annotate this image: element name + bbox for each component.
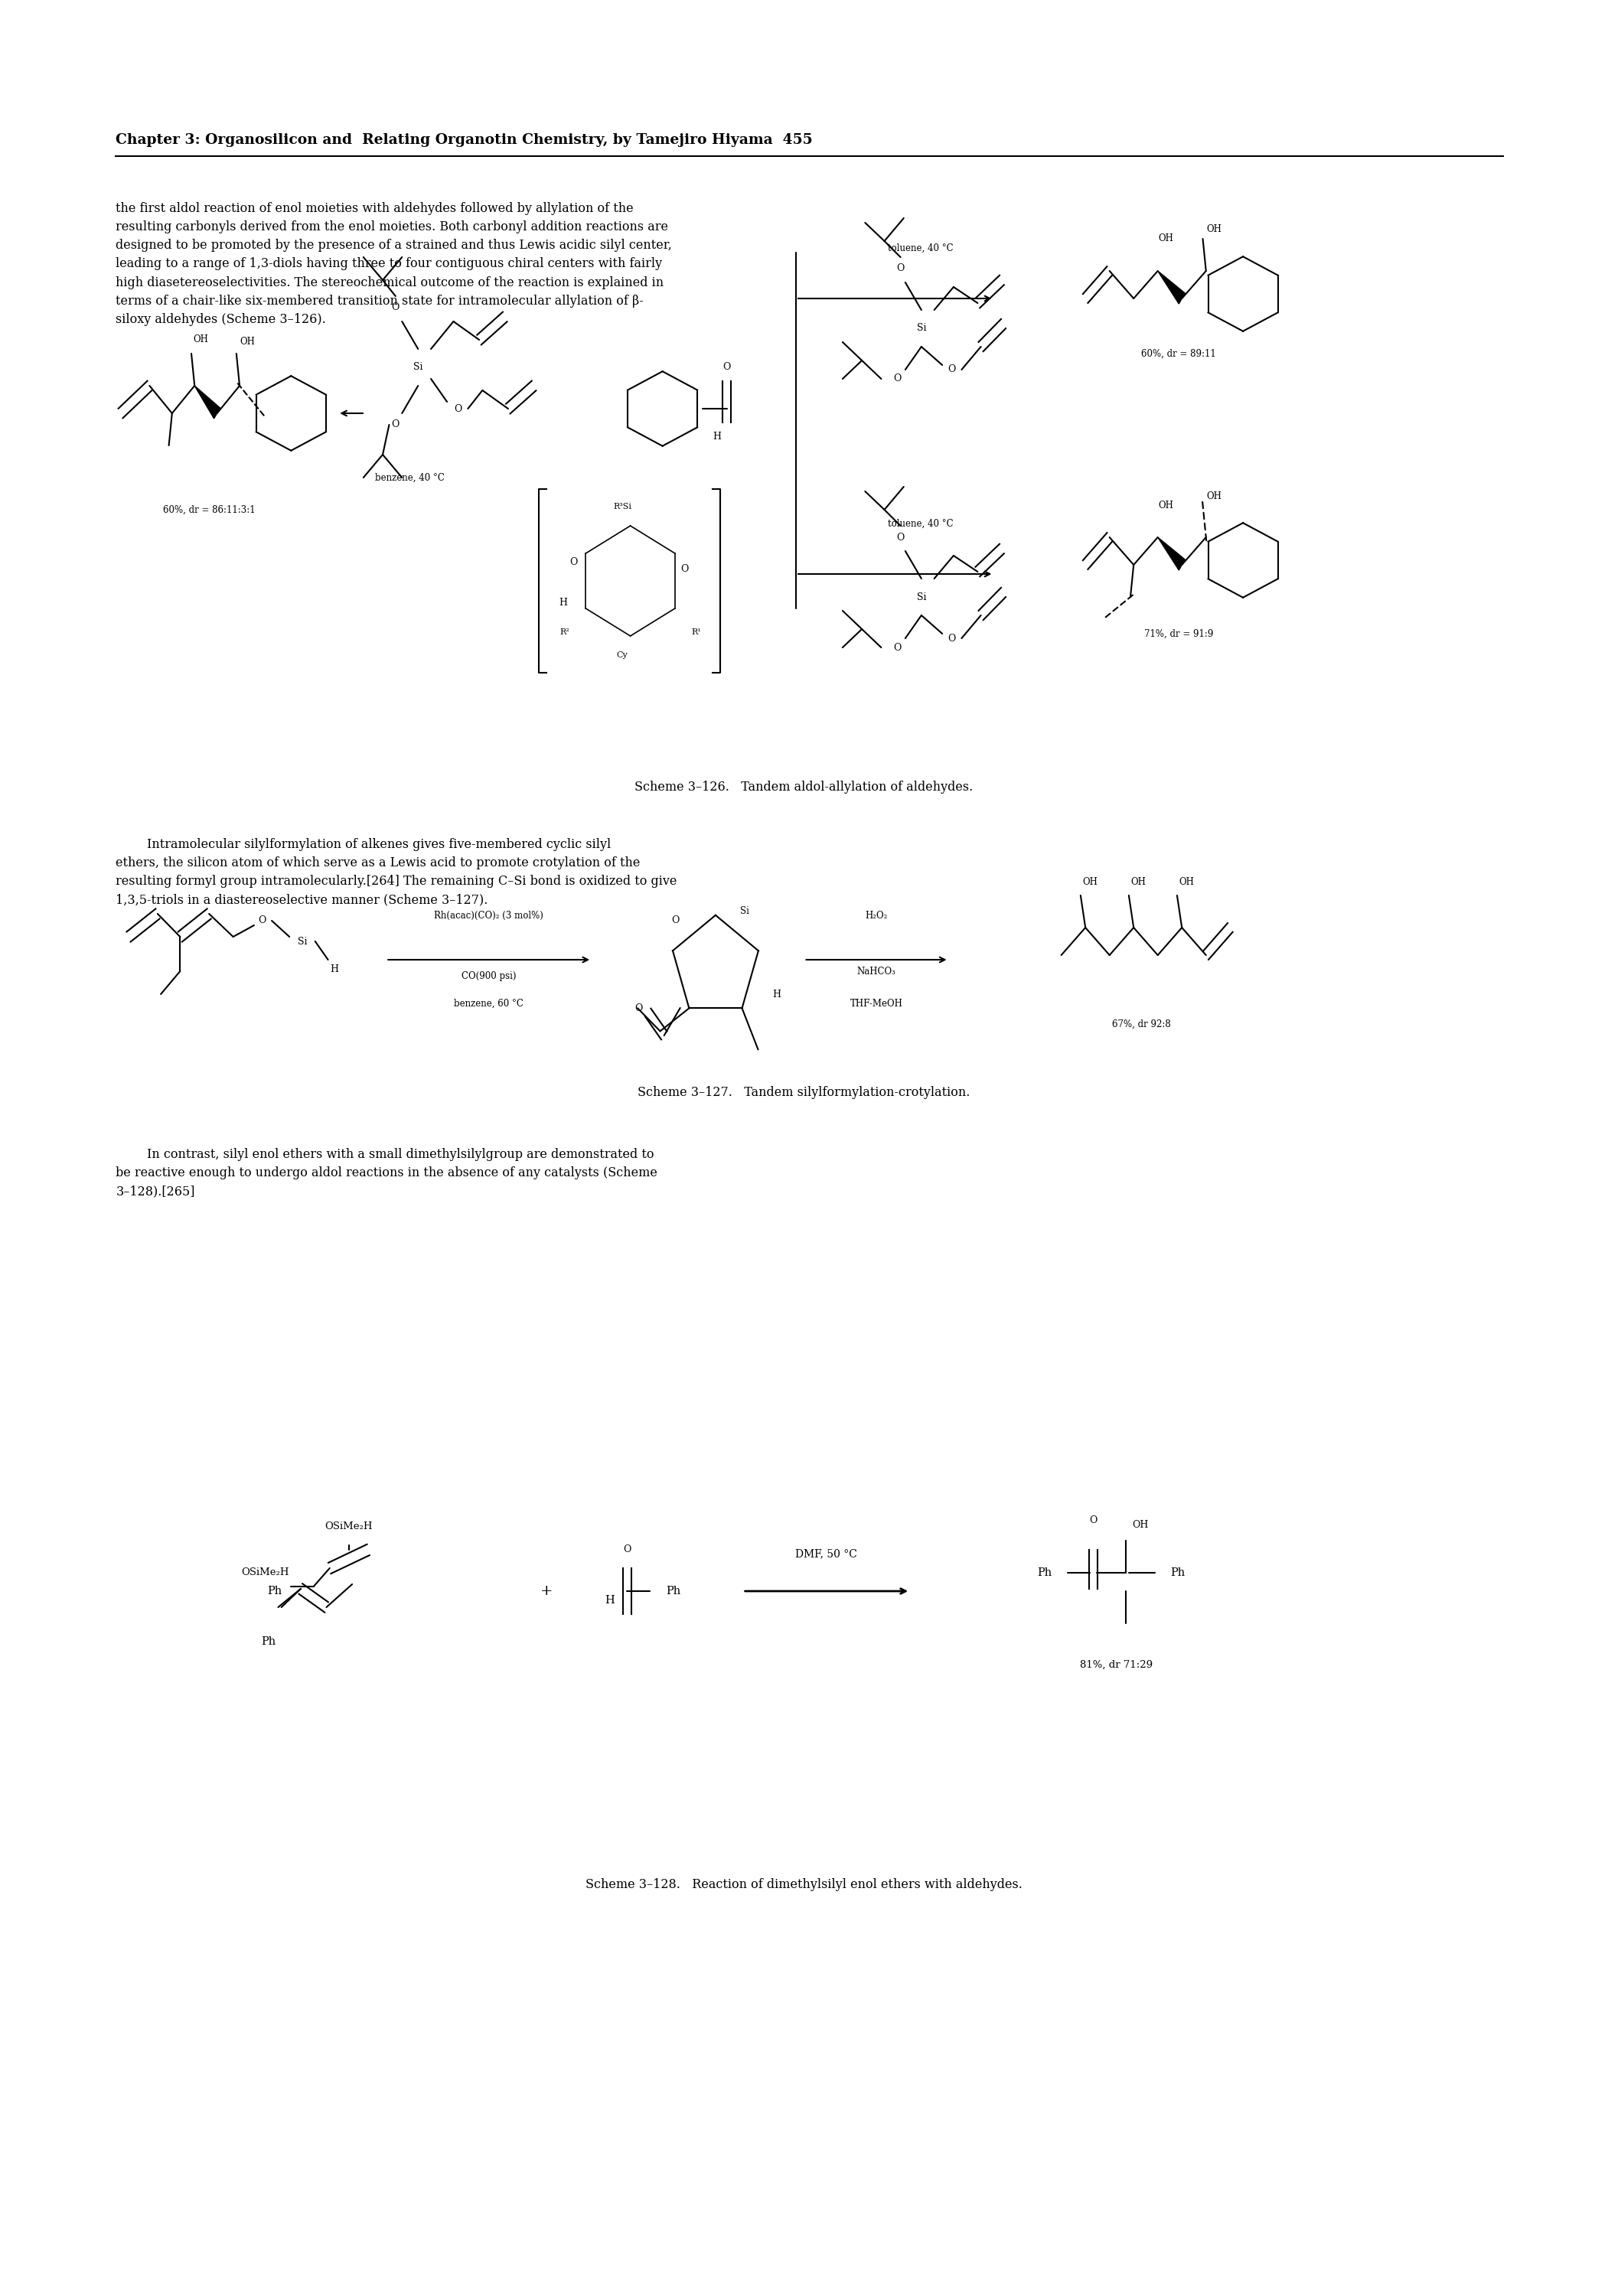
- Text: O: O: [392, 420, 399, 429]
- Text: H: H: [605, 1596, 614, 1605]
- Text: O: O: [949, 365, 955, 374]
- Text: Chapter 3: Organosilicon and  Relating Organotin Chemistry, by Tamejiro Hiyama  : Chapter 3: Organosilicon and Relating Or…: [116, 133, 812, 147]
- Text: H: H: [712, 432, 722, 441]
- Text: O: O: [894, 374, 900, 383]
- Text: OH: OH: [1132, 1520, 1148, 1529]
- Text: Ph: Ph: [267, 1587, 283, 1596]
- Text: 81%, dr 71:29: 81%, dr 71:29: [1079, 1660, 1153, 1669]
- Text: O: O: [392, 303, 399, 312]
- Text: toluene, 40 °C: toluene, 40 °C: [888, 519, 954, 528]
- Text: OH: OH: [193, 335, 209, 344]
- Text: OH: OH: [1158, 234, 1174, 243]
- Text: OSiMe₂H: OSiMe₂H: [325, 1522, 373, 1531]
- Text: O: O: [897, 533, 904, 542]
- Text: In contrast, silyl enol ethers with a small dimethylsilylgroup are demonstrated : In contrast, silyl enol ethers with a sm…: [116, 1148, 658, 1199]
- Text: R²: R²: [560, 629, 569, 636]
- Text: 71%, dr = 91:9: 71%, dr = 91:9: [1143, 629, 1214, 638]
- Text: Si: Si: [917, 324, 926, 333]
- Text: OH: OH: [1130, 877, 1147, 886]
- Text: OH: OH: [240, 338, 256, 347]
- Text: O: O: [635, 1003, 642, 1013]
- Text: toluene, 40 °C: toluene, 40 °C: [888, 243, 954, 253]
- Text: 60%, dr = 86:11:3:1: 60%, dr = 86:11:3:1: [162, 505, 256, 514]
- Text: Si: Si: [740, 907, 749, 916]
- Text: O: O: [672, 916, 679, 925]
- Text: Ph: Ph: [1171, 1568, 1185, 1577]
- Text: Scheme 3–128.   Reaction of dimethylsilyl enol ethers with aldehydes.: Scheme 3–128. Reaction of dimethylsilyl …: [585, 1878, 1023, 1892]
- Text: O: O: [455, 404, 461, 413]
- Text: O: O: [897, 264, 904, 273]
- Text: O: O: [259, 916, 265, 925]
- Text: O: O: [1090, 1515, 1097, 1525]
- Text: OH: OH: [1206, 491, 1222, 501]
- Text: benzene, 60 °C: benzene, 60 °C: [453, 999, 524, 1008]
- Text: O: O: [569, 558, 577, 567]
- Text: Intramolecular silylformylation of alkenes gives five-membered cyclic silyl
ethe: Intramolecular silylformylation of alken…: [116, 838, 677, 907]
- Text: the first aldol reaction of enol moieties with aldehydes followed by allylation : the first aldol reaction of enol moietie…: [116, 202, 672, 326]
- Text: OH: OH: [1082, 877, 1098, 886]
- Text: 67%, dr 92:8: 67%, dr 92:8: [1113, 1019, 1171, 1029]
- Text: O: O: [624, 1545, 630, 1554]
- Text: DMF, 50 °C: DMF, 50 °C: [796, 1548, 857, 1559]
- Text: Scheme 3–126.   Tandem aldol-allylation of aldehydes.: Scheme 3–126. Tandem aldol-allylation of…: [635, 781, 973, 794]
- Polygon shape: [1158, 537, 1185, 569]
- Text: benzene, 40 °C: benzene, 40 °C: [375, 473, 445, 482]
- Text: Ph: Ph: [260, 1637, 277, 1646]
- Polygon shape: [195, 386, 220, 418]
- Polygon shape: [1158, 271, 1185, 303]
- Text: Cy: Cy: [616, 652, 629, 659]
- Text: NaHCO₃: NaHCO₃: [857, 967, 896, 976]
- Text: OH: OH: [1206, 225, 1222, 234]
- Text: Si: Si: [917, 592, 926, 602]
- Text: OH: OH: [1158, 501, 1174, 510]
- Text: H: H: [330, 964, 339, 974]
- Text: Si: Si: [413, 363, 423, 372]
- Text: H₂O₂: H₂O₂: [865, 912, 888, 921]
- Text: O: O: [724, 363, 730, 372]
- Text: Rh(acac)(CO)₂ (3 mol%): Rh(acac)(CO)₂ (3 mol%): [434, 912, 544, 921]
- Text: Ph: Ph: [666, 1587, 680, 1596]
- Text: OH: OH: [1179, 877, 1195, 886]
- Text: O: O: [680, 565, 688, 574]
- Text: THF-MeOH: THF-MeOH: [851, 999, 902, 1008]
- Text: H: H: [772, 990, 781, 999]
- Text: +: +: [540, 1584, 553, 1598]
- Text: 60%, dr = 89:11: 60%, dr = 89:11: [1142, 349, 1216, 358]
- Text: Si: Si: [297, 937, 307, 946]
- Text: Scheme 3–127.   Tandem silylformylation-crotylation.: Scheme 3–127. Tandem silylformylation-cr…: [638, 1086, 970, 1100]
- Text: Ph: Ph: [1037, 1568, 1052, 1577]
- Text: R¹: R¹: [691, 629, 701, 636]
- Text: H: H: [560, 597, 568, 608]
- Text: OSiMe₂H: OSiMe₂H: [241, 1568, 289, 1577]
- Text: O: O: [894, 643, 900, 652]
- Text: R³Si: R³Si: [613, 503, 632, 510]
- Text: O: O: [949, 634, 955, 643]
- Text: CO(900 psi): CO(900 psi): [461, 971, 516, 980]
